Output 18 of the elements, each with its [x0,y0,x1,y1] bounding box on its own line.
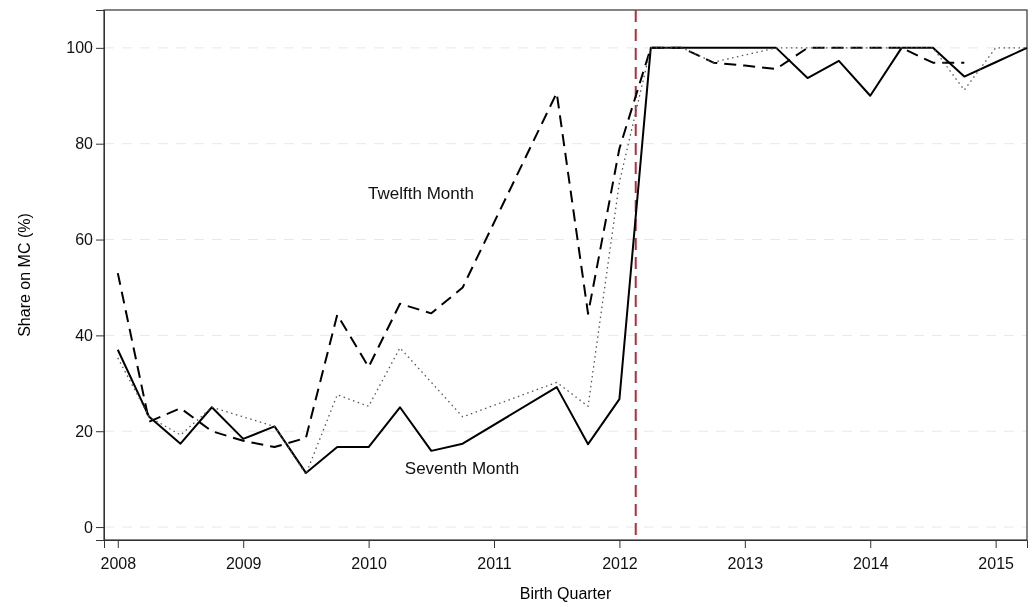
annotation: Twelfth Month [368,184,474,203]
x-tick-label: 2010 [351,554,388,572]
x-tick-label: 2014 [852,554,889,572]
x-tick-label: 2011 [477,554,512,572]
annotation: Seventh Month [404,459,520,478]
y-axis-title: Share on MC (%) [16,213,33,337]
x-tick-label: 2009 [225,554,262,572]
x-tick-label: 2015 [978,554,1015,572]
x-tick-label: 2008 [100,554,137,572]
y-tick-label: 100 [66,39,94,57]
y-tick-label: 60 [75,231,94,249]
y-tick-label: 40 [75,327,94,344]
y-tick-label: 0 [84,518,94,536]
x-tick-label: 2013 [727,554,764,572]
x-axis-title: Birth Quarter [519,585,612,602]
x-tick-label: 2012 [602,554,638,572]
y-tick-label: 80 [75,135,94,153]
y-tick-label: 20 [75,422,94,440]
